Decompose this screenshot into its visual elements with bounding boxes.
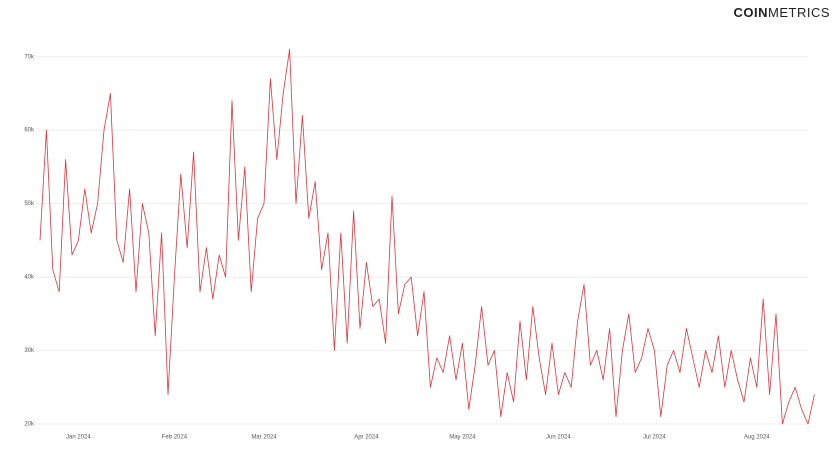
logo: COINMETRICS: [734, 5, 831, 20]
logo-light: METRICS: [768, 5, 830, 20]
x-tick-label: Aug 2024: [744, 435, 770, 441]
x-tick-label: Apr 2024: [354, 435, 379, 441]
y-tick-label: 60k: [24, 128, 35, 134]
x-tick-label: May 2024: [449, 435, 476, 441]
x-tick-label: Jun 2024: [546, 435, 571, 441]
price-line: [39, 48, 815, 425]
y-tick-label: 50k: [24, 201, 35, 207]
x-tick-label: Jan 2024: [66, 435, 91, 441]
logo-bold: COIN: [734, 5, 769, 20]
y-tick-label: 30k: [24, 348, 35, 354]
y-tick-label: 70k: [24, 54, 35, 60]
x-tick-label: Jul 2024: [643, 435, 666, 441]
y-tick-label: 40k: [24, 275, 35, 281]
x-tick-label: Mar 2024: [251, 435, 277, 441]
x-tick-label: Feb 2024: [162, 435, 188, 441]
y-tick-label: 20k: [24, 422, 35, 428]
